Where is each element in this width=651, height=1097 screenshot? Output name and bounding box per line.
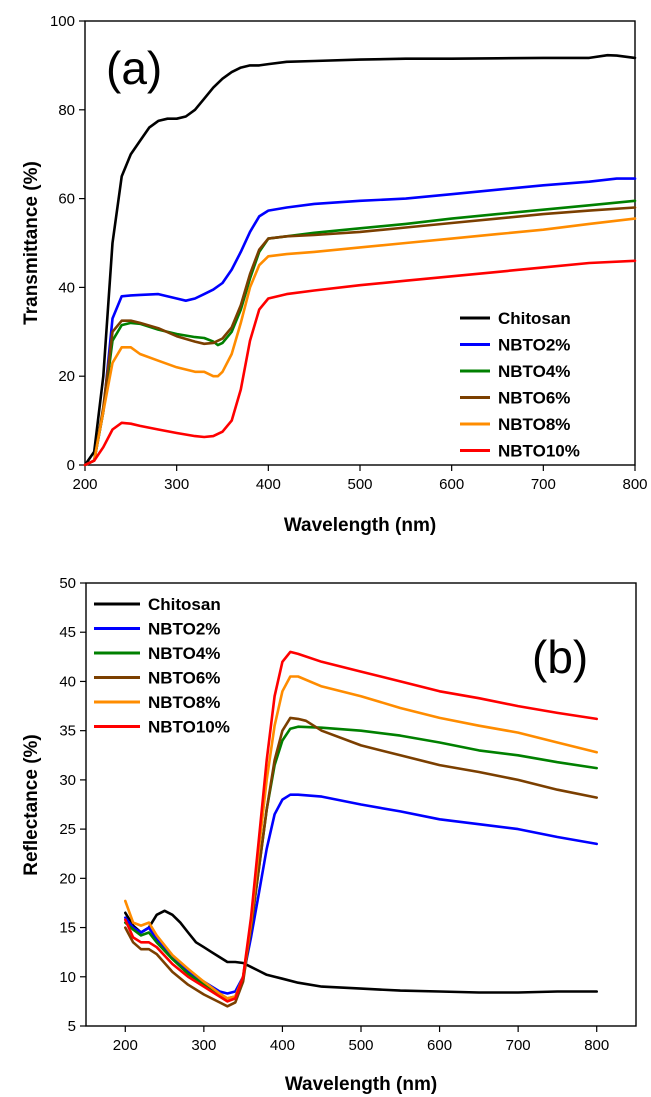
panel-b-y-tick-label: 45	[59, 624, 76, 641]
panel-a-legend-label: NBTO2%	[498, 336, 570, 355]
panel-b-y-tick-label: 15	[59, 920, 76, 937]
panel-a-x-tick-label: 300	[164, 476, 189, 493]
panel-a-x-tick-label: 400	[256, 476, 281, 493]
panel-a-y-axis-label: Transmittance (%)	[21, 161, 42, 325]
panel-a-y-tick-label: 80	[58, 102, 75, 119]
panel-a-transmittance-chart: (a) Wavelength (nm) Transmittance (%) 20…	[21, 13, 648, 536]
panel-b-x-axis-label: Wavelength (nm)	[285, 1074, 437, 1095]
panel-a-legend: Chitosan NBTO2% NBTO4% NBTO6% NBTO8% NBTO10%	[460, 309, 580, 461]
panel-b-x-tick-label: 400	[270, 1037, 295, 1054]
panel-a-x-tick-label: 500	[347, 476, 372, 493]
panel-b-ticks: 200 300 400 500 600 700 800 5 10 15 20 25 30 35 40 45 50	[59, 575, 609, 1054]
panel-a-label: (a)	[106, 42, 162, 94]
panel-a-y-tick-label: 100	[50, 13, 75, 30]
panel-a-series-lines	[83, 53, 637, 467]
panel-b-x-tick-label: 200	[113, 1037, 138, 1054]
panel-b-legend-label: NBTO10%	[148, 718, 230, 737]
panel-a-series-line	[83, 53, 637, 467]
panel-b-legend-label: Chitosan	[148, 595, 221, 614]
panel-b-series-line	[124, 793, 599, 995]
panel-b-label: (b)	[532, 631, 588, 683]
panel-b-y-tick-label: 35	[59, 723, 76, 740]
panel-b-x-tick-label: 600	[427, 1037, 452, 1054]
panel-a-series-line	[83, 206, 637, 467]
panel-b-y-tick-label: 50	[59, 575, 76, 592]
panel-a-x-tick-label: 800	[622, 476, 647, 493]
panel-b-legend-label: NBTO4%	[148, 644, 220, 663]
panel-b-y-tick-label: 30	[59, 772, 76, 789]
panel-a-y-tick-label: 40	[58, 279, 75, 296]
panel-a-y-tick-label: 0	[67, 457, 75, 474]
panel-b-y-axis-label: Reflectance (%)	[21, 734, 42, 876]
panel-a-y-tick-label: 60	[58, 191, 75, 208]
panel-b-y-tick-label: 20	[59, 870, 76, 887]
panel-b-series-line	[124, 650, 599, 1003]
panel-b-legend-label: NBTO6%	[148, 669, 220, 688]
panel-a-legend-label: NBTO4%	[498, 362, 570, 381]
panel-a-legend-label: NBTO8%	[498, 415, 570, 434]
panel-b-y-tick-label: 25	[59, 821, 76, 838]
panel-b-series-lines	[124, 650, 599, 1008]
panel-a-series-line	[83, 177, 637, 467]
panel-b-x-tick-label: 300	[191, 1037, 216, 1054]
panel-b-x-tick-label: 800	[584, 1037, 609, 1054]
panel-b-legend-label: NBTO2%	[148, 620, 220, 639]
panel-b-legend-label: NBTO8%	[148, 693, 220, 712]
panel-a-series-line	[83, 199, 637, 467]
panel-b-y-tick-label: 10	[59, 969, 76, 986]
panel-b-x-tick-label: 500	[348, 1037, 373, 1054]
panel-a-legend-label: Chitosan	[498, 309, 571, 328]
panel-b-y-tick-label: 5	[68, 1018, 76, 1035]
panel-a-y-tick-label: 20	[58, 368, 75, 385]
panel-b-y-tick-label: 40	[59, 673, 76, 690]
panel-b-series-line	[124, 725, 599, 1000]
panel-a-x-tick-label: 700	[531, 476, 556, 493]
panel-a-x-tick-label: 200	[72, 476, 97, 493]
panel-a-legend-label: NBTO6%	[498, 389, 570, 408]
panel-b-reflectance-chart: (b) Wavelength (nm) Reflectance (%) 200 3…	[21, 575, 637, 1095]
panel-a-x-axis-label: Wavelength (nm)	[284, 515, 436, 536]
panel-a-legend-label: NBTO10%	[498, 442, 580, 461]
panel-a-ticks: 200 300 400 500 600 700 800 0 20 40 60 80 100	[50, 13, 648, 493]
panel-b-series-line	[124, 909, 599, 994]
panel-b-legend: Chitosan NBTO2% NBTO4% NBTO6% NBTO8% NBTO10%	[94, 595, 230, 737]
panel-a-series-line	[83, 259, 637, 467]
panel-a-x-tick-label: 600	[439, 476, 464, 493]
panel-b-series-line	[124, 716, 599, 1008]
panel-a-series-line	[83, 217, 637, 467]
panel-b-x-tick-label: 700	[506, 1037, 531, 1054]
